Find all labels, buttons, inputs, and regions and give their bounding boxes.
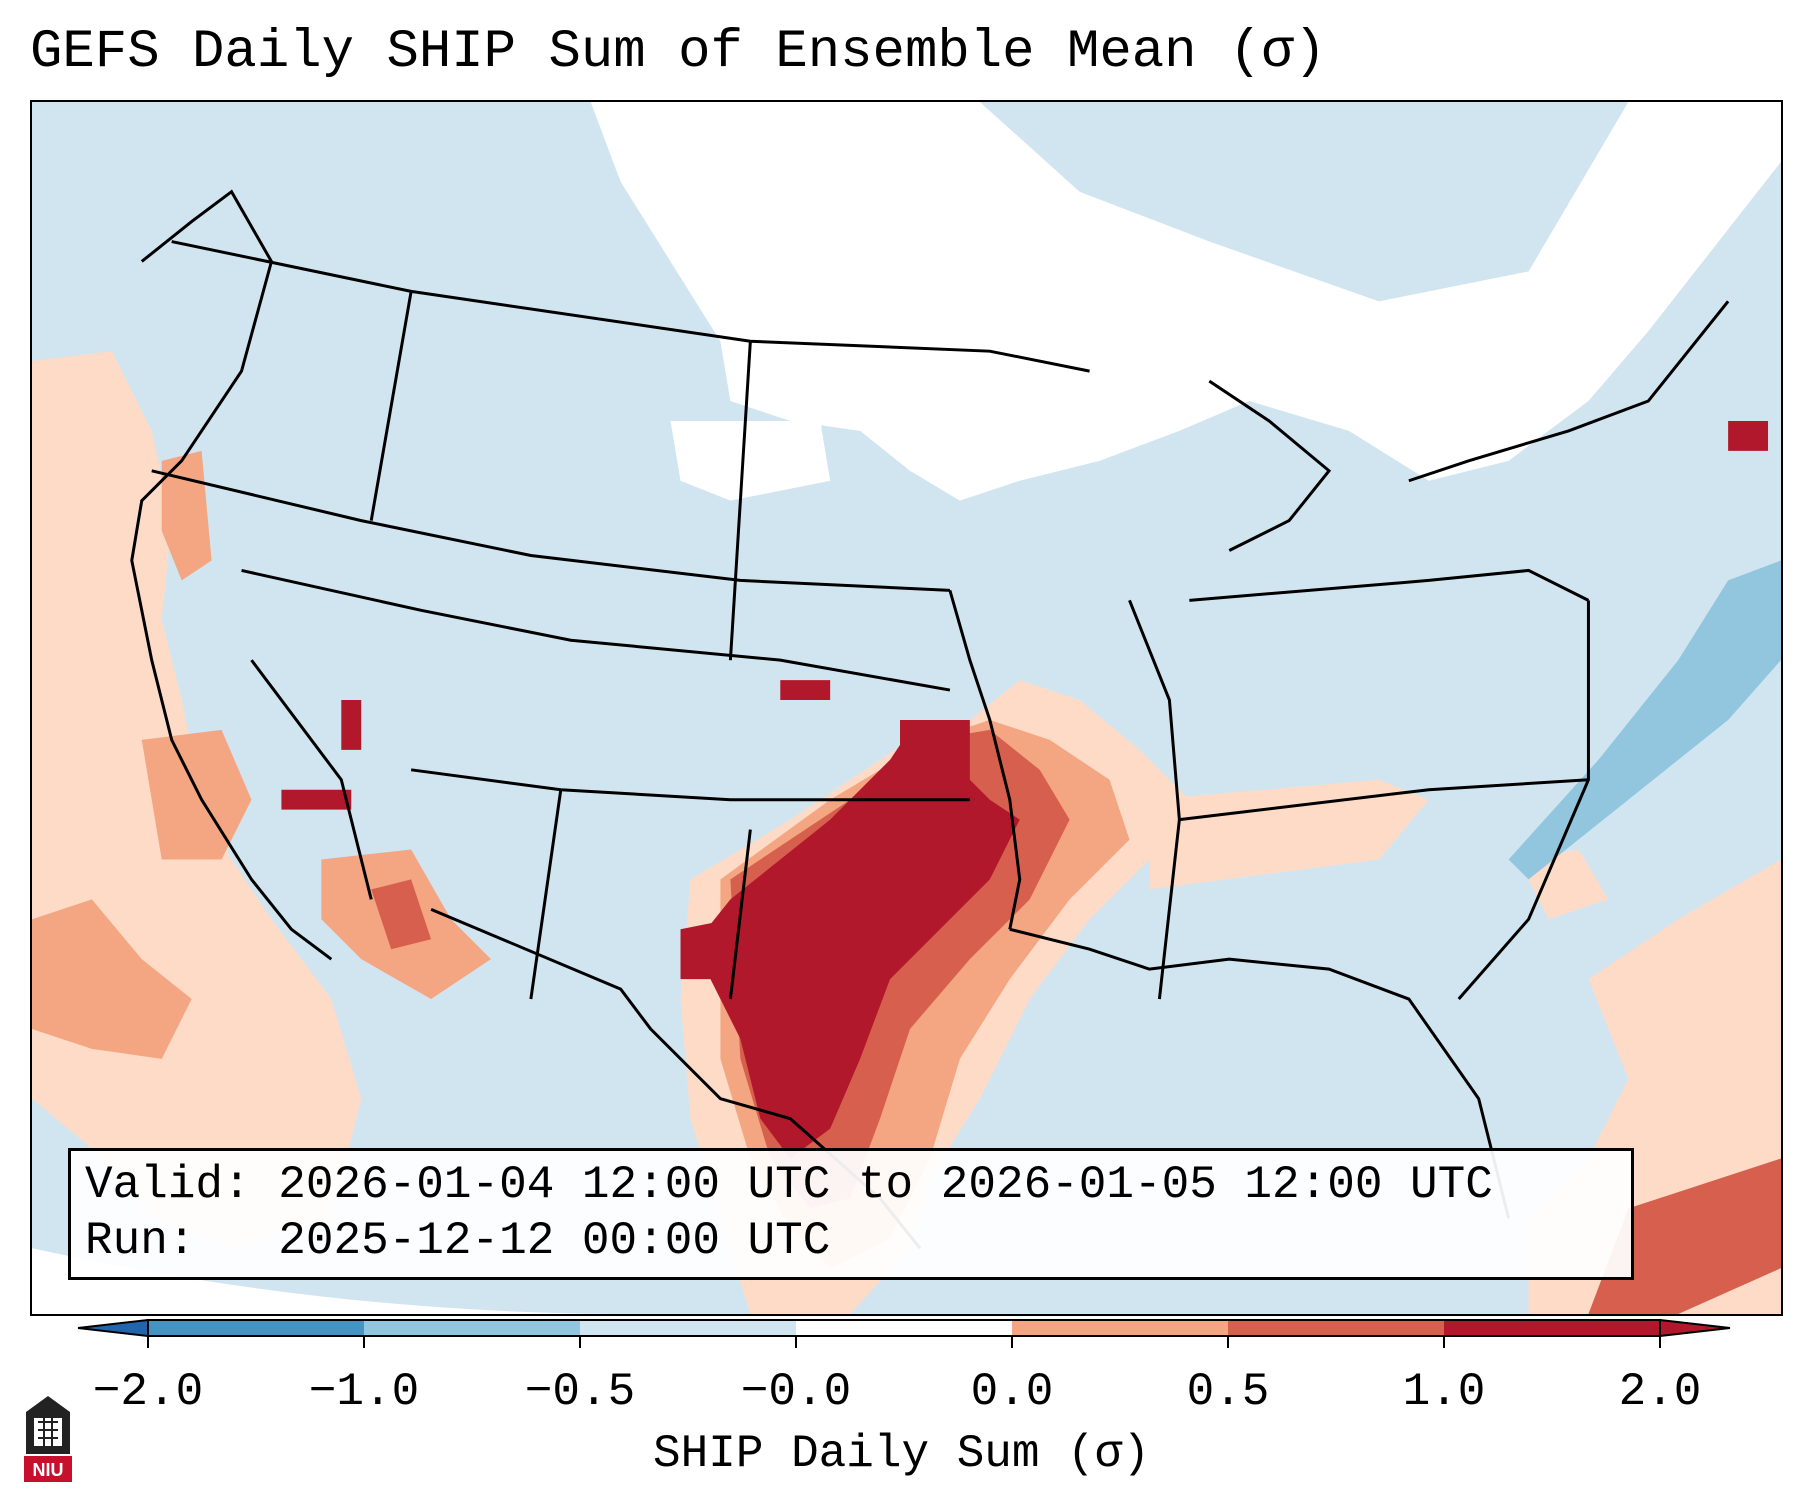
colorbar-low-extend [77,1318,149,1338]
colorbar [77,1318,1731,1348]
kansas-extreme-patch [900,719,970,780]
nevada-line [250,659,373,900]
outside-domain-sw [32,1248,631,1314]
ohio-line [1189,568,1590,602]
mississippi-line [1128,599,1181,1000]
colorbar-segment [1012,1320,1229,1336]
niu-logo-icon: NIU [24,1396,72,1482]
tennessee-light-positive [1149,779,1429,890]
boundaries [130,189,1730,1250]
colorbar-high-extend [1659,1318,1731,1338]
colorbar-tick-1: −1.0 [308,1366,420,1418]
valid-value: 2026-01-04 12:00 UTC to 2026-01-05 12:00… [278,1159,1493,1211]
colorbar-segment [148,1320,365,1336]
colorbar-tick-3: −0.0 [740,1366,852,1418]
idaho-line [369,291,413,521]
northeast-line [1408,300,1730,483]
tn-line [1179,778,1589,822]
california-coast-patch [141,729,252,860]
neutral-region-dakota [670,420,831,501]
nm-tx-line [728,829,752,1000]
map-panel[interactable] [30,100,1783,1316]
arizona-strong-patch [371,879,432,950]
validity-infobox: Valid: 2026-01-04 12:00 UTC to 2026-01-0… [68,1148,1634,1280]
colorbar-label: SHIP Daily Sum (σ) [653,1428,1150,1480]
run-label: Run: [85,1215,196,1267]
caribbean-strong-patch [1588,1158,1781,1314]
state-line-1 [151,469,950,592]
plains-extreme-positive [690,729,1020,1159]
plains-line [728,341,752,661]
east-coast [1457,600,1590,1001]
run-value: 2025-12-12 00:00 UTC [278,1215,831,1267]
colorbar-segment [580,1320,797,1336]
great-lakes [1208,379,1332,552]
colorbar-tick-2: −0.5 [524,1366,636,1418]
atlantic-negative-band [1508,560,1781,880]
central-line [948,589,1022,930]
colorbar-tick-5: 0.5 [1186,1366,1270,1418]
state-line-2 [241,568,951,692]
az-nm-line [529,789,563,1000]
map-canvas [32,102,1781,1314]
colorbar-tick-4: 0.0 [970,1366,1054,1418]
colorbar-tick-0: −2.0 [92,1366,204,1418]
map-title: GEFS Daily SHIP Sum of Ensemble Mean (σ) [30,22,1327,83]
colorbar-frame [147,1319,1661,1337]
nevada-extreme-patch-2 [341,700,362,750]
kansas-extreme-dot [780,680,831,701]
colorbar-segment [1228,1320,1445,1336]
colorbar-segment [1444,1320,1661,1336]
colorbar-tick-7: 2.0 [1618,1366,1702,1418]
new-england-extreme-patch [1728,420,1769,451]
gulf-coast [1009,927,1511,1219]
neutral-region-north [590,102,1781,501]
valid-label: Valid: [85,1159,251,1211]
logo-text: NIU [33,1460,64,1480]
west-coast [130,189,333,961]
pacific-moderate-patch [32,899,192,1059]
texas-extreme-patch [680,919,731,980]
colorbar-segment [796,1320,1013,1336]
colorbar-segment [364,1320,581,1336]
state-line-3 [410,768,970,802]
nevada-extreme-patch [281,789,352,810]
colorbar-tick-6: 1.0 [1402,1366,1486,1418]
